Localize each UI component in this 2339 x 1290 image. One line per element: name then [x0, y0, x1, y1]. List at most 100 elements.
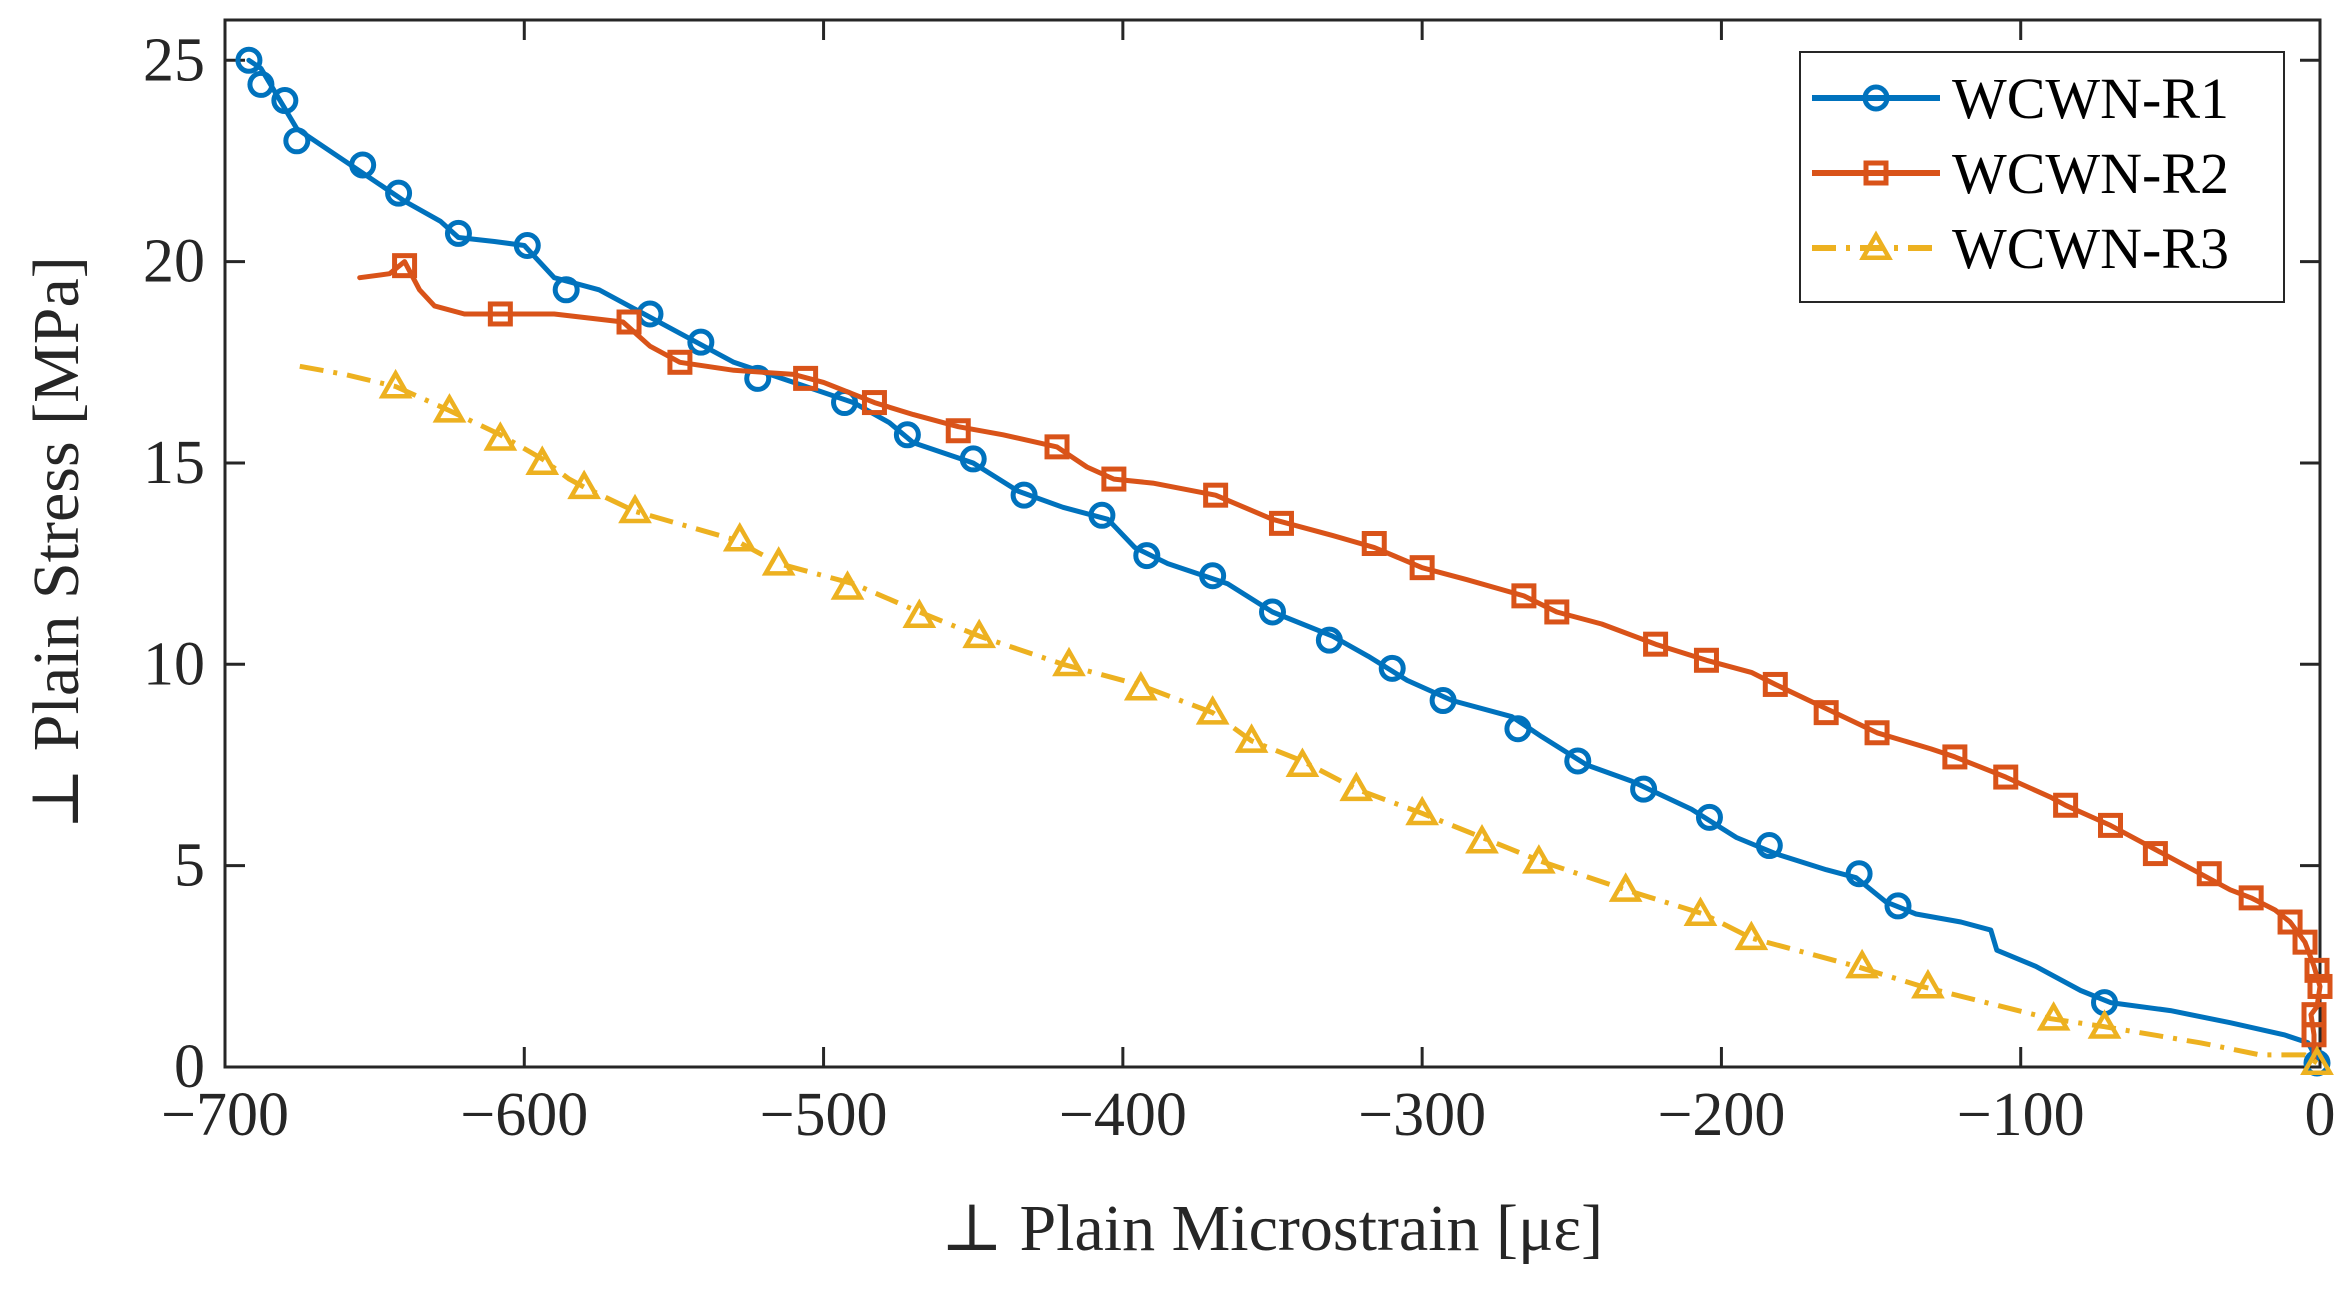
legend-entry: WCWN-R2	[1812, 141, 2229, 206]
data-point	[483, 421, 518, 451]
data-point	[1133, 542, 1161, 570]
legend: WCWN-R1 WCWN-R2 WCWN-R3	[1799, 51, 2285, 303]
data-point	[1339, 771, 1374, 802]
data-point	[2036, 1001, 2071, 1031]
data-series	[235, 46, 2334, 1077]
legend-entry: WCWN-R1	[1812, 66, 2229, 131]
data-point	[1465, 823, 1499, 854]
data-point	[1630, 775, 1658, 803]
data-point	[1405, 795, 1440, 826]
data-point	[444, 219, 472, 247]
data-point	[1845, 860, 1873, 888]
data-point	[1101, 466, 1127, 492]
data-point	[945, 418, 971, 444]
data-point	[1884, 892, 1912, 920]
data-point	[1608, 872, 1643, 902]
data-point	[861, 390, 887, 416]
data-point	[722, 521, 757, 552]
data-point	[1259, 598, 1286, 626]
legend-label: WCWN-R1	[1952, 66, 2229, 131]
data-point	[1268, 510, 1294, 536]
data-point	[2087, 1009, 2122, 1039]
data-point	[1762, 671, 1788, 697]
y-tick-label: 0	[174, 1033, 205, 1101]
data-point	[2292, 929, 2318, 955]
data-point	[552, 276, 580, 304]
data-point	[1695, 803, 1723, 831]
data-point	[1234, 723, 1269, 753]
x-tick-label: −500	[760, 1081, 888, 1149]
data-point	[1429, 687, 1457, 715]
data-point	[1409, 555, 1435, 581]
data-point	[830, 570, 865, 600]
data-point	[2196, 861, 2222, 887]
data-point	[1734, 920, 1769, 951]
y-axis-title: ⊥ Plain Stress [MPa]	[20, 256, 93, 830]
legend-box	[1799, 51, 2285, 303]
data-point	[1361, 531, 1387, 556]
y-tick-label: 20	[143, 228, 205, 296]
series-line	[299, 363, 2319, 1066]
data-point	[1088, 501, 1116, 529]
data-point	[2142, 841, 2168, 867]
data-point	[1993, 764, 2019, 790]
data-point	[2307, 973, 2333, 999]
data-point	[2053, 792, 2079, 818]
series-WCWN-R3	[299, 363, 2334, 1075]
x-tick-label: −600	[460, 1081, 588, 1149]
data-point	[432, 393, 467, 423]
data-point	[1864, 720, 1890, 746]
y-tick-label: 15	[143, 429, 205, 497]
x-tick-label: −700	[161, 1081, 289, 1149]
data-point	[1195, 695, 1230, 725]
data-point	[487, 301, 513, 327]
data-point	[1044, 434, 1070, 460]
axis-ticks	[223, 20, 2322, 1069]
data-point	[2304, 957, 2330, 983]
legend-marker	[1863, 160, 1889, 186]
data-point	[2300, 1045, 2334, 1075]
legend-label: WCWN-R3	[1952, 216, 2229, 281]
data-point	[1315, 626, 1343, 654]
data-point	[1199, 562, 1227, 590]
x-axis-title: ⊥ Plain Microstrain [με]	[941, 1192, 1603, 1265]
data-point	[1504, 715, 1532, 743]
data-point	[1511, 583, 1537, 609]
data-point	[392, 253, 418, 279]
data-point	[618, 493, 652, 524]
data-point	[385, 179, 413, 207]
data-point	[2301, 1022, 2327, 1048]
data-point	[1755, 832, 1783, 860]
y-tick-label: 10	[143, 630, 205, 698]
data-point	[1942, 744, 1968, 770]
data-point	[525, 445, 560, 475]
data-point	[1683, 896, 1718, 926]
legend-entries: WCWN-R1 WCWN-R2 WCWN-R3	[1812, 66, 2229, 281]
data-point	[1123, 670, 1158, 701]
series-line	[246, 57, 2320, 1062]
data-point	[1643, 631, 1669, 657]
data-point	[567, 469, 602, 500]
data-point	[271, 87, 299, 115]
legend-marker	[1859, 230, 1893, 260]
y-tick-label: 5	[174, 832, 205, 900]
tick-labels: −700 −600 −500 −400 −300 −200 −100 0 0 5 10 15 20 25	[143, 26, 2336, 1149]
x-tick-label: −100	[1957, 1081, 2085, 1149]
legend-marker	[1862, 84, 1890, 112]
data-point	[959, 445, 987, 473]
data-point	[247, 70, 275, 98]
data-point	[902, 598, 937, 628]
data-point	[1052, 646, 1086, 677]
data-point	[513, 232, 541, 260]
data-point	[1564, 747, 1592, 775]
data-point	[1544, 599, 1570, 625]
data-point	[616, 309, 642, 335]
data-point	[761, 546, 796, 576]
series-WCWN-R2	[357, 253, 2333, 1062]
x-tick-label: −400	[1059, 1081, 1187, 1149]
data-point	[283, 127, 311, 155]
y-tick-label: 25	[143, 26, 205, 94]
data-point	[687, 328, 715, 356]
data-point	[1911, 968, 1945, 999]
